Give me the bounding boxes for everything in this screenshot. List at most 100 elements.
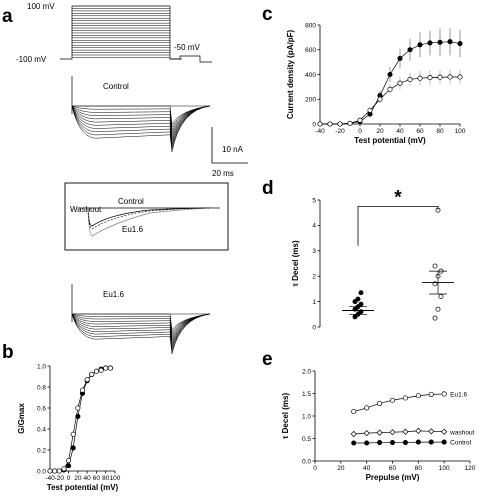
- y-tick-label: 0.0: [37, 468, 46, 475]
- x-tick-label: 20: [337, 465, 345, 472]
- y-axis-label: τ Decel (ms): [281, 393, 290, 440]
- x-tick-label: -40: [315, 128, 325, 135]
- data-point: [377, 439, 383, 446]
- data-point: [402, 395, 408, 401]
- y-tick-label: 4: [312, 223, 316, 230]
- x-axis-label: Test potential (mV): [47, 483, 119, 492]
- data-point: [337, 121, 343, 127]
- y-tick-label: 600: [305, 47, 316, 54]
- y-tick-label: 0.2: [37, 447, 46, 454]
- x-tick-label: 40: [363, 465, 371, 472]
- data-point: [327, 121, 333, 127]
- data-point: [387, 86, 393, 92]
- x-tick-label: 40: [84, 475, 92, 482]
- panel-label-b: b: [2, 342, 14, 363]
- y-tick-label: 200: [305, 97, 316, 104]
- inset-control-label: Control: [118, 197, 144, 206]
- y-tick-label: 5: [312, 197, 316, 204]
- data-point: [432, 263, 438, 269]
- y-tick-label: 3: [312, 248, 316, 255]
- current-trace: [71, 313, 211, 355]
- data-point: [352, 299, 358, 305]
- data-point: [84, 377, 90, 383]
- data-point: [427, 75, 433, 81]
- y-tick-label: 0.6: [37, 405, 46, 412]
- voltage-tail-label: -50 mV: [174, 43, 200, 52]
- current-trace: [71, 105, 211, 136]
- data-point: [377, 96, 383, 102]
- data-point: [441, 391, 447, 397]
- y-axis-label: Current density (pA/pF): [286, 30, 295, 120]
- data-point: [457, 41, 463, 47]
- scale-current-label: 10 nA: [222, 145, 244, 154]
- x-tick-label: -20: [55, 475, 65, 482]
- chart-d: 0 1 2 3 4 5 τ Decel (ms) *: [291, 187, 454, 331]
- data-point: [376, 429, 383, 436]
- data-point: [428, 439, 434, 445]
- data-point: [75, 405, 81, 411]
- chart-e: 0 20 40 60 80 100 120 0.0 0.5 1.0 1.5 2.0 Prepulse (…: [281, 368, 476, 482]
- x-tick-label: 100: [439, 465, 450, 472]
- data-point: [367, 107, 373, 113]
- data-point: [351, 408, 357, 415]
- data-point: [437, 39, 443, 45]
- x-tick-label: 0: [67, 475, 71, 482]
- data-point: [457, 74, 463, 80]
- x-tick-label: 100: [455, 128, 466, 135]
- chart-b: -40 -20 0 20 40 60 80 100 0.0 0.2 0.4 0.6 0.8 1.0 Test…: [17, 363, 121, 492]
- series-label: washout: [449, 429, 474, 436]
- data-point: [357, 117, 363, 123]
- inset-washout-label: Washout: [70, 205, 102, 214]
- current-trace: [71, 313, 211, 340]
- y-tick-label: 2: [312, 274, 316, 281]
- data-point: [417, 42, 423, 48]
- current-trace: [71, 105, 211, 133]
- series-line: [320, 41, 461, 125]
- protocol-outline: [60, 5, 182, 60]
- data-point: [432, 315, 438, 321]
- control-trace-label: Control: [103, 82, 129, 91]
- voltage-bottom-label: -100 mV: [16, 55, 47, 64]
- data-point: [103, 365, 109, 371]
- data-point: [417, 75, 423, 81]
- y-tick-label: 1.0: [37, 363, 46, 370]
- data-point: [402, 428, 409, 435]
- panel-label-e: e: [262, 349, 273, 370]
- x-axis-label: Prepulse (mV): [366, 473, 420, 482]
- x-tick-label: 120: [465, 465, 476, 472]
- data-point: [355, 296, 361, 302]
- inset-drug-trace: [87, 207, 216, 237]
- x-tick-label: -40: [45, 475, 55, 482]
- data-point: [447, 74, 453, 80]
- data-point: [52, 468, 58, 474]
- data-point: [437, 74, 443, 80]
- panel-label-a: a: [2, 6, 13, 27]
- panel-label-c: c: [262, 4, 273, 25]
- x-tick-label: 60: [389, 465, 397, 472]
- voltage-top-label: 100 mV: [27, 2, 55, 11]
- data-point: [347, 120, 353, 126]
- data-point: [407, 76, 413, 83]
- x-tick-label: 80: [415, 465, 423, 472]
- data-point: [317, 121, 323, 127]
- data-point: [427, 40, 433, 46]
- data-point: [364, 405, 370, 411]
- current-trace: [71, 313, 211, 336]
- y-tick-label: 800: [305, 22, 316, 29]
- series-line: [50, 367, 111, 472]
- data-point: [89, 371, 95, 377]
- data-point: [98, 367, 104, 373]
- protocol-tail: [170, 55, 212, 63]
- inset-washout-trace: [87, 207, 216, 230]
- data-point: [66, 463, 72, 469]
- significance-star: *: [394, 187, 402, 208]
- x-axis-label: Test potential (mV): [354, 136, 426, 145]
- series-label: Eu1.6: [450, 391, 467, 398]
- data-point: [350, 430, 357, 438]
- significance-bracket: [357, 205, 439, 246]
- data-point: [66, 457, 72, 464]
- data-point: [438, 294, 444, 299]
- data-point: [363, 430, 370, 437]
- control-current-traces: [71, 76, 211, 153]
- y-tick-label: 0.8: [37, 384, 46, 391]
